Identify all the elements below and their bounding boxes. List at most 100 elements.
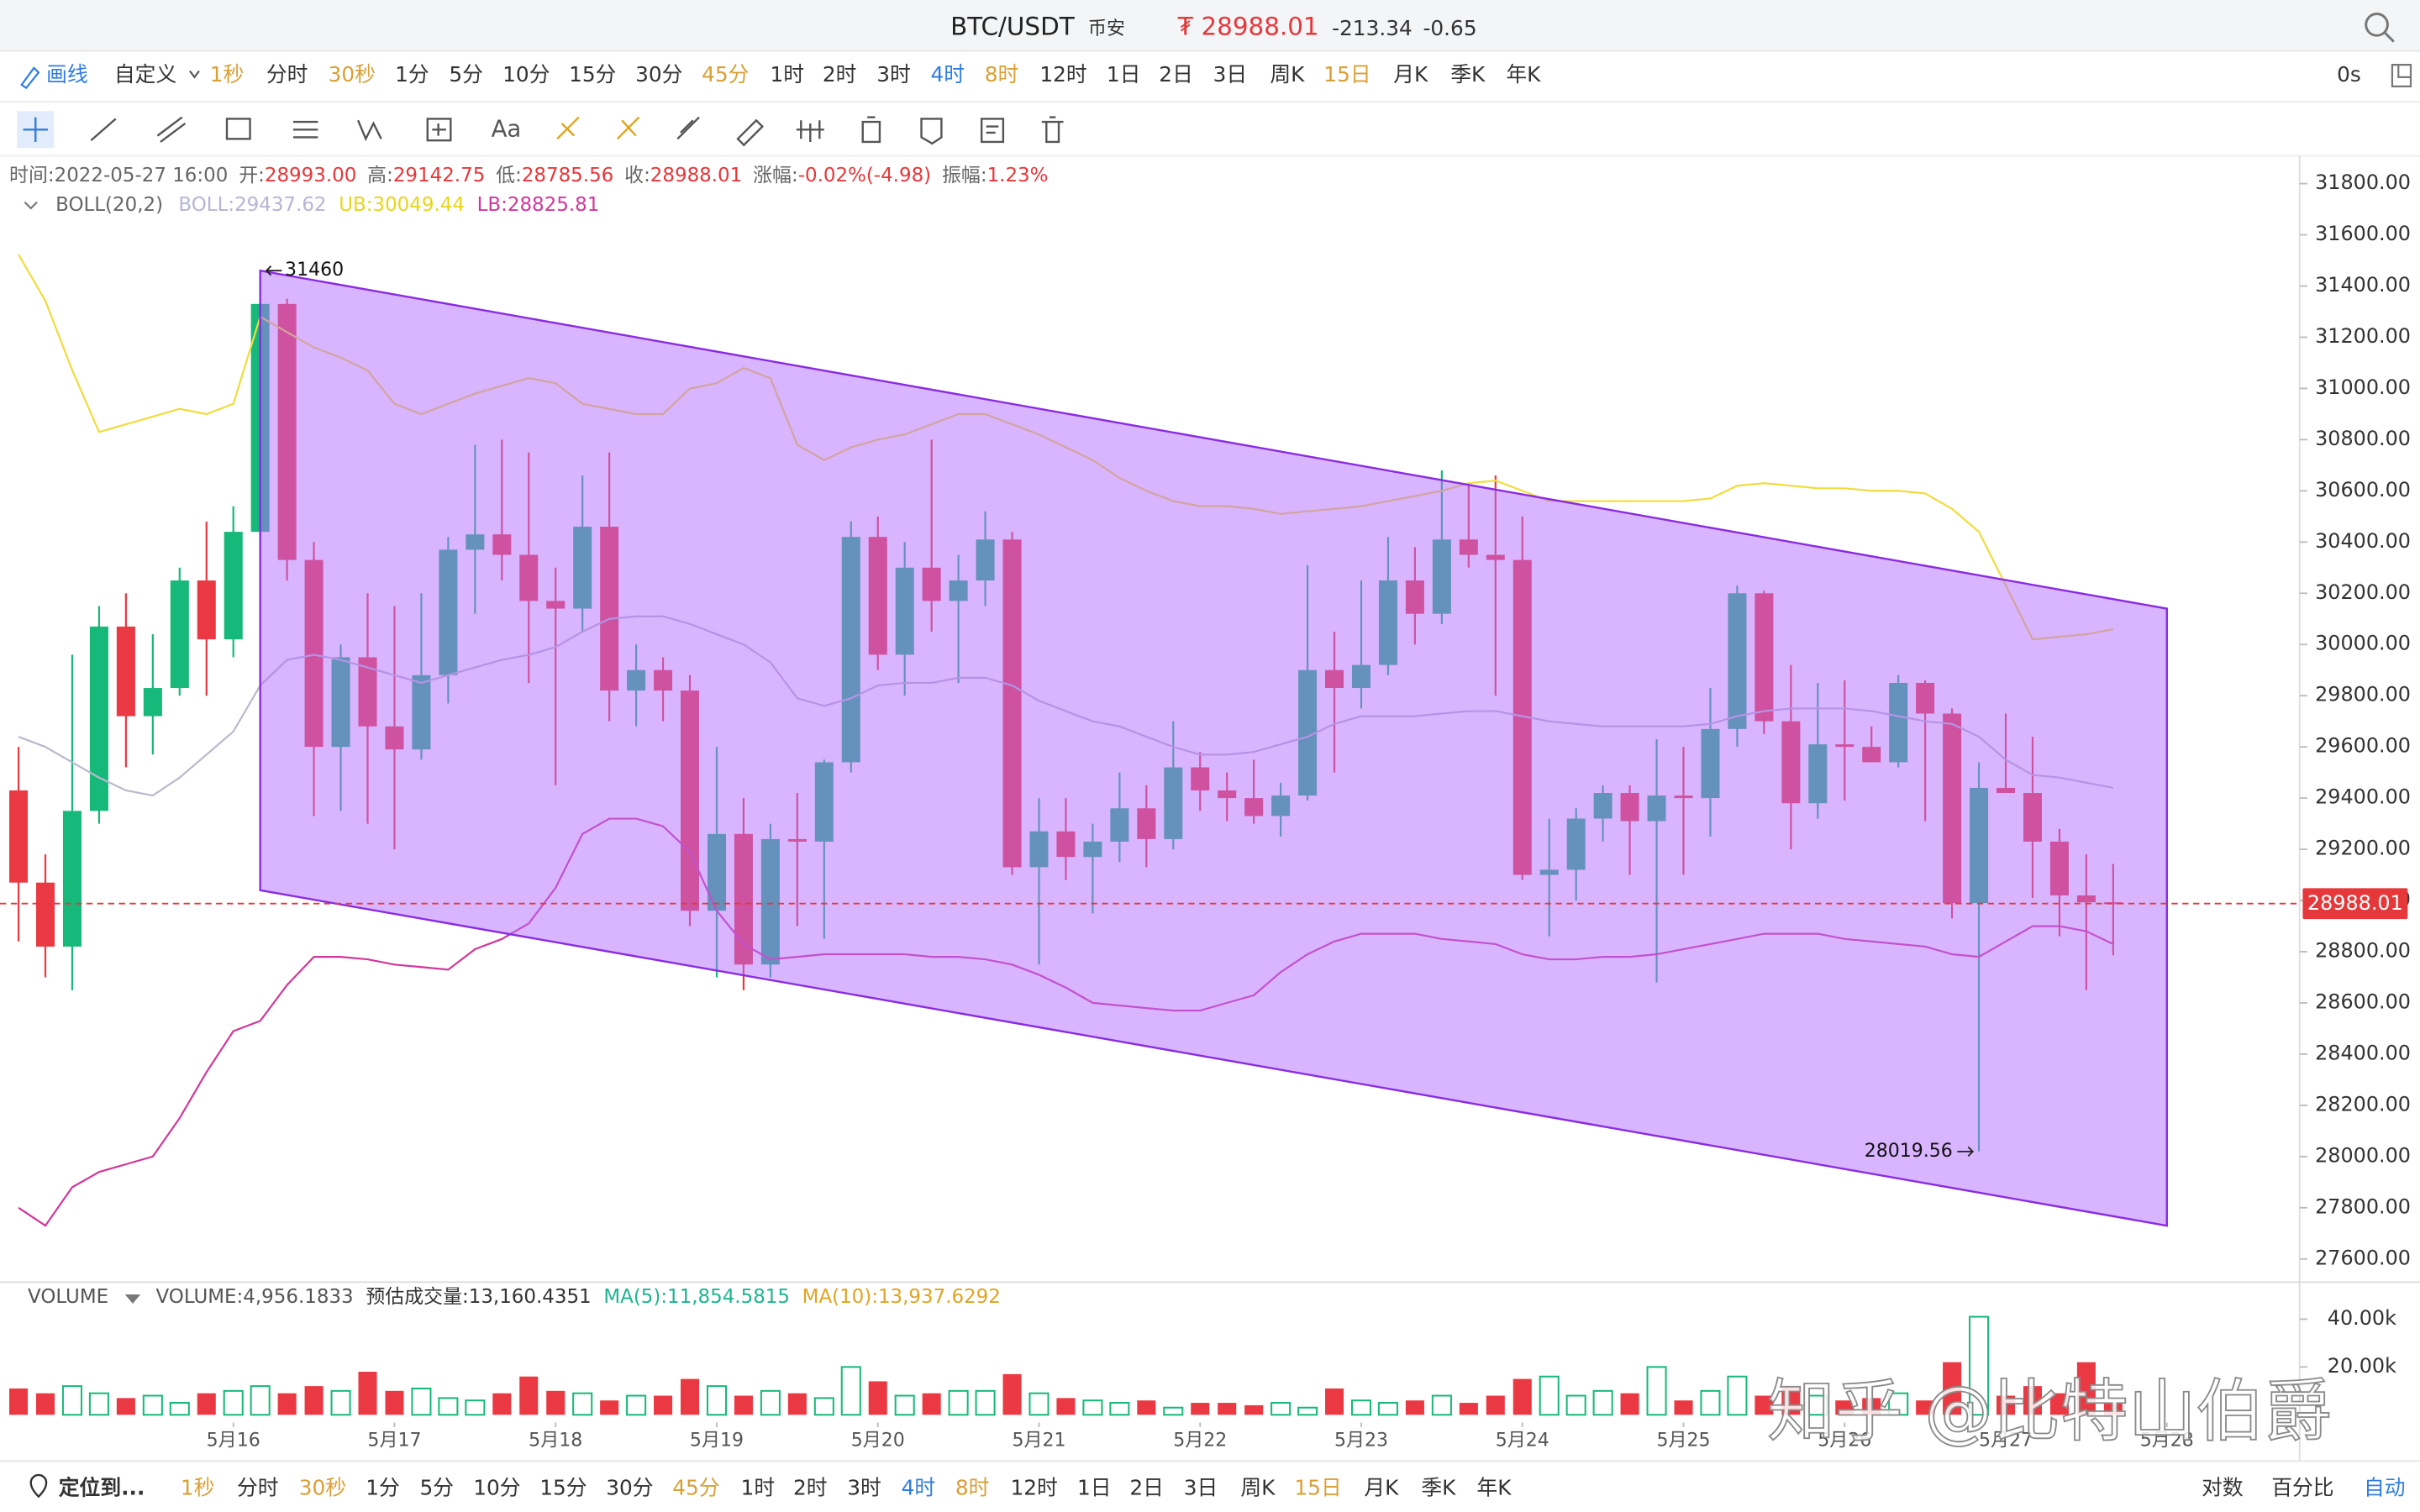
text-tool[interactable]: Aa [492,115,522,142]
interval-button[interactable]: 12时 [1039,62,1086,87]
price-change: -213.34 [1332,16,1413,40]
interval-button[interactable]: 15日 [1294,1475,1341,1499]
interval-button[interactable]: 12时 [1010,1475,1057,1499]
interval-button[interactable]: 3日 [1213,62,1248,87]
info-label: 开: [239,165,265,186]
volume-bar [546,1390,566,1415]
collapse-icon[interactable] [24,201,38,210]
interval-button[interactable]: 周K [1240,1475,1276,1499]
search-icon[interactable] [2365,13,2389,37]
volume-bar [465,1399,486,1416]
interval-button[interactable]: 30秒 [299,1475,346,1499]
interval-button[interactable]: 分时 [266,62,308,87]
interval-button[interactable]: 年K [1506,62,1541,87]
percent-button[interactable]: 百分比 [2271,1475,2333,1499]
interval-button[interactable]: 2时 [823,62,857,87]
log-button[interactable]: 对数 [2202,1475,2244,1499]
draw-button[interactable]: 画线 [46,62,88,87]
interval-button[interactable]: 8时 [955,1475,990,1499]
interval-button[interactable]: 3日 [1184,1475,1218,1499]
interval-button[interactable]: 4时 [930,62,965,87]
auto-button[interactable]: 自动 [2364,1475,2406,1499]
interval-button[interactable]: 5分 [420,1475,455,1499]
tool-note[interactable] [920,118,943,145]
interval-button[interactable]: 30秒 [329,62,376,87]
interval-button[interactable]: 1时 [741,1475,776,1499]
interval-button[interactable]: 分时 [237,1475,279,1499]
interval-button[interactable]: 1时 [770,62,804,87]
y-tick-label: 31000.00 [2315,375,2411,399]
tool-fib[interactable] [292,120,318,139]
interval-button[interactable]: 年K [1476,1475,1512,1499]
interval-button[interactable]: 2日 [1159,62,1193,87]
tool-lock[interactable] [616,116,640,140]
boll-value: UB:30049.44 [339,194,465,216]
interval-button[interactable]: 3时 [847,1475,881,1499]
interval-button[interactable]: 1分 [366,1475,400,1499]
interval-button[interactable]: 季K [1450,62,1486,87]
volume-bar [1218,1403,1237,1415]
layout-icon[interactable] [2391,64,2412,87]
interval-button[interactable]: 15分 [569,62,616,87]
volume-bar [1512,1378,1532,1415]
interval-button[interactable]: 周K [1270,62,1305,87]
interval-button[interactable]: 15分 [539,1475,587,1499]
interval-button[interactable]: 1秒 [210,62,245,87]
dropdown-icon[interactable] [189,70,200,79]
tool-rect[interactable] [225,118,251,140]
dropdown-icon[interactable] [124,1294,141,1305]
tool-magnet[interactable] [556,116,580,140]
interval-button[interactable]: 45分 [672,1475,719,1499]
interval-button[interactable]: 季K [1421,1475,1456,1499]
interval-button[interactable]: 30分 [635,62,682,87]
x-tick-label: 5月19 [690,1431,744,1452]
interval-button[interactable]: 1秒 [181,1475,215,1499]
interval-button[interactable]: 5分 [449,62,483,87]
volume-bar [975,1389,996,1416]
volume-bar [1109,1402,1130,1416]
tool-paste[interactable] [861,116,881,144]
volume-bar [9,1388,29,1415]
volume-bar [1754,1395,1774,1415]
interval-button[interactable]: 8时 [985,62,1019,87]
volume-bar [1137,1400,1156,1415]
tool-measure[interactable] [426,118,452,142]
y-tick-label: 30400.00 [2315,529,2411,553]
tool-edit[interactable] [980,118,1005,144]
interval-button[interactable]: 30分 [606,1475,653,1499]
interval-button[interactable]: 10分 [502,62,550,87]
y-tick-label: 31600.00 [2315,222,2411,245]
interval-button[interactable]: 3时 [876,62,911,87]
interval-button[interactable]: 15日 [1323,62,1370,87]
interval-button[interactable]: 1日 [1107,62,1141,87]
volume-bar [1082,1399,1103,1416]
interval-button[interactable]: 2时 [793,1475,828,1499]
tool-cross[interactable] [23,117,48,142]
volume-bar [2103,1403,2123,1415]
interval-button[interactable]: 2日 [1129,1475,1164,1499]
header-bar [0,0,2420,51]
volume-bar [1862,1398,1881,1415]
interval-button[interactable]: 1分 [395,62,429,87]
volume-bar [840,1366,861,1416]
tool-ruler[interactable] [676,116,700,140]
tool-delete[interactable] [1041,116,1064,144]
interval-button[interactable]: 1日 [1077,1475,1112,1499]
custom-button[interactable]: 自定义 [114,62,176,87]
tool-indicator[interactable] [796,120,824,142]
interval-button[interactable]: 月K [1393,62,1428,87]
interval-button[interactable]: 月K [1364,1475,1399,1499]
tool-line[interactable] [90,118,117,142]
interval-button[interactable]: 45分 [702,62,749,87]
y-tick-label: 28000.00 [2315,1143,2411,1167]
interval-button[interactable]: 4时 [902,1475,936,1499]
y-tick-label: 28800.00 [2315,939,2411,963]
tool-eraser[interactable] [736,118,765,147]
volume-bar [1674,1400,1693,1415]
interval-button[interactable]: 10分 [473,1475,520,1499]
info-value: -0.02%(-4.98) [798,165,931,186]
tool-parallel[interactable] [156,116,187,143]
tool-wave[interactable] [357,119,382,142]
x-tick-label: 5月27 [1979,1431,2033,1452]
locate-button[interactable]: 定位到... [59,1475,145,1499]
